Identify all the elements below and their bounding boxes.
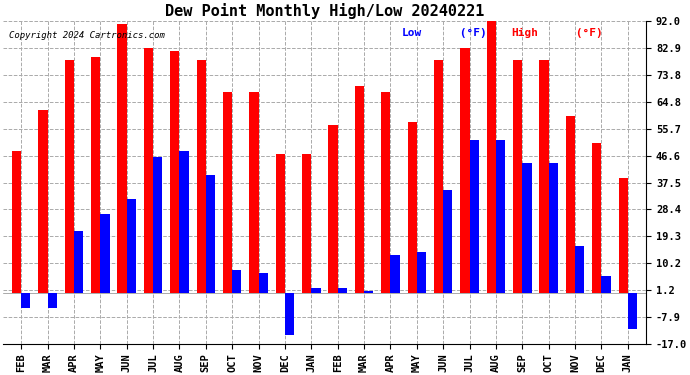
Text: (°F): (°F) xyxy=(453,28,487,38)
Bar xyxy=(391,255,400,294)
Title: Dew Point Monthly High/Low 20240221: Dew Point Monthly High/Low 20240221 xyxy=(165,3,484,19)
Bar xyxy=(549,164,558,294)
Bar xyxy=(74,231,83,294)
Text: Copyright 2024 Cartronics.com: Copyright 2024 Cartronics.com xyxy=(9,31,165,40)
Bar xyxy=(355,86,364,294)
Bar xyxy=(100,214,110,294)
Bar xyxy=(65,60,74,294)
Bar xyxy=(540,60,549,294)
Bar xyxy=(48,294,57,308)
Text: Low: Low xyxy=(402,28,422,38)
Bar xyxy=(443,190,453,294)
Text: (°F): (°F) xyxy=(569,28,603,38)
Bar xyxy=(522,164,531,294)
Bar xyxy=(117,24,127,294)
Bar xyxy=(513,60,522,294)
Text: High: High xyxy=(511,28,538,38)
Bar xyxy=(233,270,241,294)
Bar xyxy=(470,140,479,294)
Bar xyxy=(153,158,162,294)
Bar xyxy=(592,142,602,294)
Bar xyxy=(91,57,100,294)
Bar xyxy=(249,92,259,294)
Bar xyxy=(276,154,285,294)
Bar xyxy=(39,110,48,294)
Bar xyxy=(364,291,373,294)
Bar xyxy=(434,60,443,294)
Bar xyxy=(566,116,575,294)
Bar xyxy=(302,154,311,294)
Bar xyxy=(496,140,505,294)
Bar xyxy=(197,60,206,294)
Bar xyxy=(618,178,628,294)
Bar xyxy=(311,288,321,294)
Bar xyxy=(328,125,337,294)
Bar xyxy=(602,276,611,294)
Bar xyxy=(381,92,391,294)
Bar xyxy=(285,294,294,335)
Bar xyxy=(170,51,179,294)
Bar xyxy=(417,252,426,294)
Bar xyxy=(223,92,233,294)
Bar xyxy=(486,18,496,294)
Bar xyxy=(206,175,215,294)
Bar xyxy=(21,294,30,308)
Bar xyxy=(179,152,188,294)
Bar xyxy=(460,48,470,294)
Bar xyxy=(628,294,637,329)
Bar xyxy=(144,48,153,294)
Bar xyxy=(259,273,268,294)
Bar xyxy=(575,246,584,294)
Bar xyxy=(337,288,347,294)
Bar xyxy=(12,152,21,294)
Bar xyxy=(408,122,417,294)
Bar xyxy=(127,199,136,294)
